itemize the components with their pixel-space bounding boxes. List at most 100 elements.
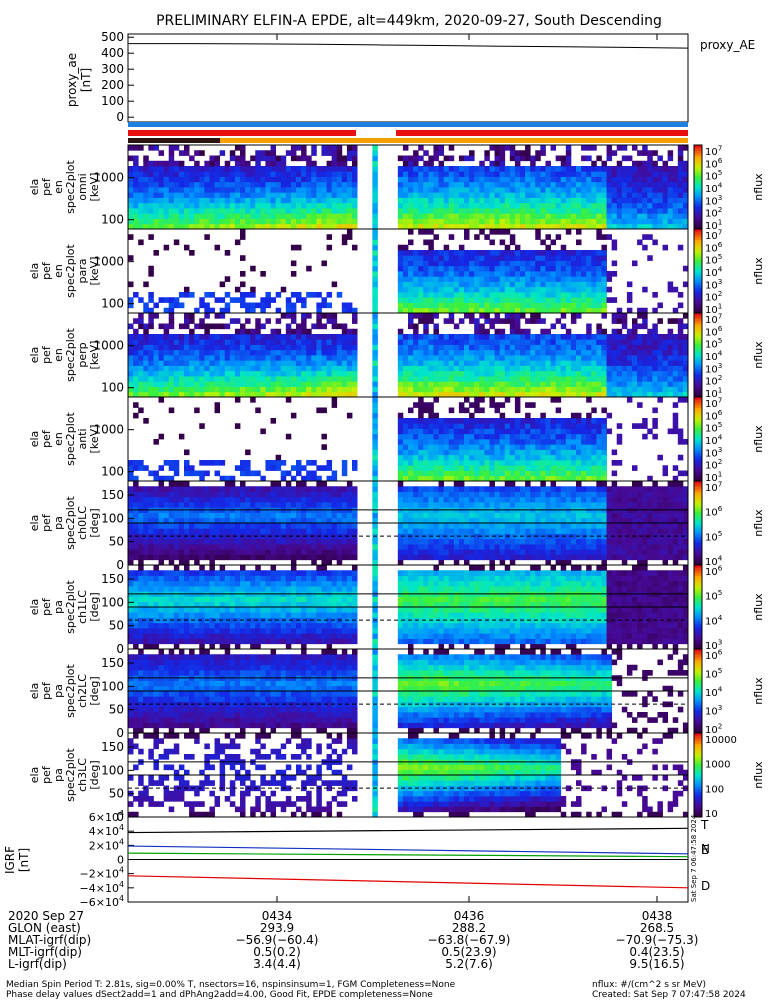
spectrogram-cell [316, 355, 322, 361]
spectrogram-cell [530, 297, 536, 303]
spectrogram-cell [331, 181, 338, 188]
spectrogram-cell [138, 554, 144, 561]
spectrogram-cell [458, 465, 465, 471]
spectrogram-cell [189, 155, 195, 162]
spectrogram-cell [133, 344, 139, 351]
spectrogram-cell [265, 496, 271, 503]
spectrogram-cell [499, 202, 506, 209]
spectrogram-cell [316, 218, 322, 225]
spectrogram-cell [443, 192, 450, 198]
spectrogram-cell [178, 208, 185, 214]
spectrogram-cell [413, 150, 419, 156]
spectrogram-cell [331, 145, 338, 151]
spectrogram-cell [672, 381, 679, 387]
spectrogram-cell [535, 365, 541, 372]
spectrogram-cell [418, 407, 424, 414]
spectrogram-cell [479, 313, 485, 319]
spectrogram-cell [301, 302, 307, 309]
spectrogram-cell [316, 365, 322, 372]
spectrogram-cell [540, 208, 546, 214]
spectrogram-cell [204, 554, 210, 561]
spectrogram-cell [469, 444, 475, 450]
spectrogram-cell [219, 339, 226, 345]
spectrogram-cell [270, 460, 277, 466]
spectrogram-cell [326, 460, 333, 466]
spectrogram-cell [581, 223, 587, 230]
spectrogram-cell [402, 360, 409, 366]
spectrogram-cell [331, 192, 338, 198]
spectrogram-cell [168, 339, 175, 345]
colorbar-tick-label: 105 [705, 252, 722, 267]
spectrogram-cell [316, 202, 322, 209]
spectrogram-cell [545, 176, 551, 183]
spectrogram-cell [402, 339, 409, 345]
spectrogram-cell [464, 171, 470, 177]
spectrogram-cell [270, 370, 277, 377]
colorbar-segment [694, 475, 702, 479]
spectrogram-cell [402, 255, 409, 261]
spectrogram-cell [423, 381, 429, 387]
spectrogram-cell [143, 418, 149, 424]
spectrogram-cell [438, 386, 445, 393]
spectrogram-cell [606, 428, 613, 435]
spectrogram-cell [657, 208, 663, 214]
spectrogram-cell [433, 334, 439, 340]
spectrogram-cell [474, 339, 480, 345]
spectrogram-cell [245, 449, 251, 456]
spectrogram-cell [652, 365, 658, 372]
spectrogram-cell [606, 339, 613, 345]
spectrogram-cell [464, 234, 470, 240]
spectrogram-cell [428, 223, 434, 230]
spectrogram-cell [408, 428, 414, 435]
spectrogram-cell [494, 155, 501, 162]
spectrogram-cell [514, 150, 521, 156]
spectrogram-cell [591, 281, 597, 288]
spectrogram-cell [586, 323, 592, 330]
spectrogram-cell [270, 355, 277, 361]
spectrogram-cell [418, 397, 424, 403]
spectrogram-cell [443, 302, 450, 309]
spectrogram-cell [525, 360, 531, 366]
spectrogram-cell [173, 391, 180, 398]
spectrogram-cell [667, 197, 674, 204]
spectrogram-cell [336, 344, 343, 351]
spectrogram-cell [413, 181, 419, 188]
spectrogram-cell [570, 355, 577, 361]
spectrogram-cell [530, 344, 536, 351]
spectrogram-cell [438, 281, 445, 288]
spectrogram-cell [178, 187, 185, 193]
colorbar-segment [694, 279, 702, 283]
spectrogram-cell [285, 218, 292, 225]
spectrogram-cell [489, 223, 495, 230]
spectrogram-cell [504, 271, 511, 277]
spectrogram-cell [306, 208, 312, 214]
spectrogram-cell [209, 160, 215, 167]
spectrogram-cell [535, 439, 541, 445]
spectrogram-cell [413, 281, 419, 288]
spectrogram-cell [148, 160, 154, 167]
spectrogram-cell [178, 549, 185, 555]
spectrogram-cell [168, 481, 175, 487]
spectrogram-cell [173, 160, 180, 167]
spectrogram-cell [240, 381, 246, 387]
spectrogram-cell [148, 334, 154, 340]
spectrogram-cell [657, 223, 663, 230]
spectrogram-cell [265, 187, 271, 193]
spectrogram-cell [464, 213, 470, 219]
spectrogram-cell [565, 376, 572, 382]
spectrogram-cell [458, 355, 465, 361]
spectrogram-cell [616, 344, 623, 351]
spectrogram-cell [372, 202, 378, 209]
spectrogram-cell [418, 145, 424, 151]
spectrogram-cell [408, 187, 414, 193]
spectrogram-cell [194, 559, 200, 566]
spectrogram-cell [611, 386, 618, 393]
colorbar-segment [694, 313, 702, 317]
spectrogram-cell [423, 444, 429, 450]
spectrogram-cell [433, 171, 439, 177]
spectrogram-cell [474, 187, 480, 193]
spectrogram-cell [525, 255, 531, 261]
spectrogram-cell [184, 559, 190, 566]
spectrogram-cell [173, 533, 180, 540]
spectrogram-cell [219, 360, 226, 366]
